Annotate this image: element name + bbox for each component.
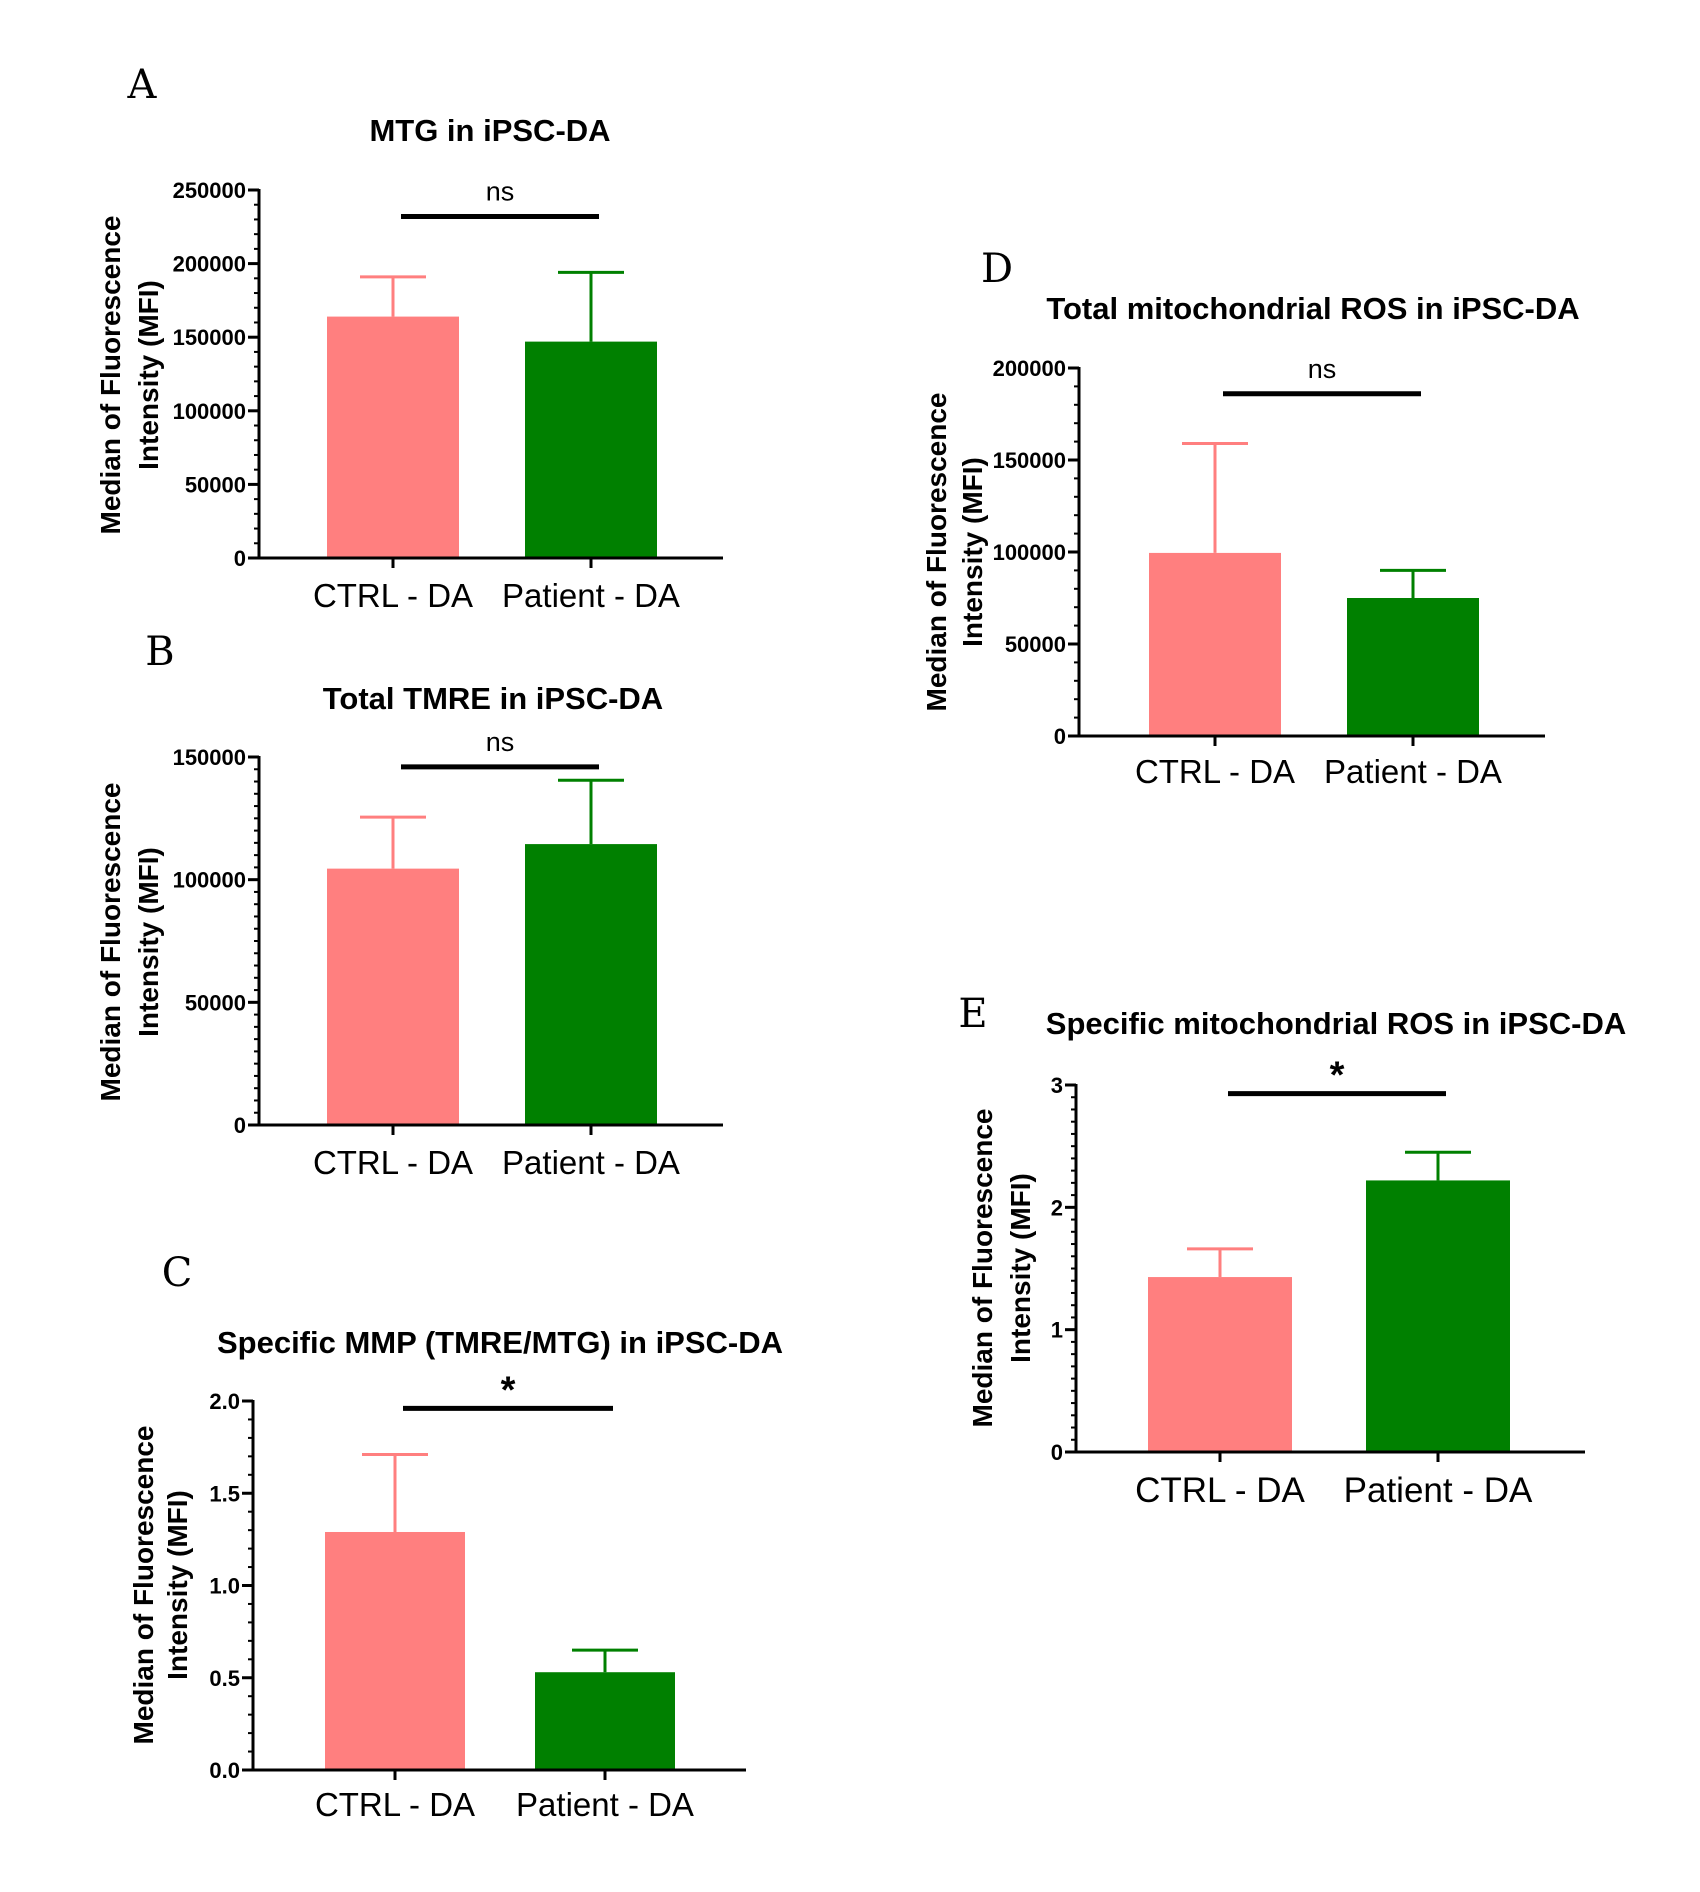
y-tick-label: 150000	[173, 745, 246, 770]
y-axis-label: Intensity (MFI)	[957, 457, 988, 647]
significance-label: ns	[486, 727, 515, 757]
significance-label: *	[1330, 1055, 1345, 1097]
y-tick-label: 150000	[993, 448, 1066, 473]
y-axis-label: Median of Fluorescence	[95, 216, 126, 535]
bar-patient	[1347, 598, 1479, 736]
x-tick-label: CTRL - DA	[1135, 753, 1295, 790]
chart-title: Specific mitochondrial ROS in iPSC-DA	[1046, 1006, 1626, 1041]
y-tick-label: 2	[1051, 1195, 1063, 1220]
chart-title: Total mitochondrial ROS in iPSC-DA	[1046, 291, 1579, 326]
x-tick-label: CTRL - DA	[315, 1786, 475, 1823]
chart-b: B Total TMRE in iPSC-DA Median of Fluoresc…	[95, 629, 723, 1181]
chart-e: E Specific mitochondrial ROS in iPSC-DA Me…	[958, 991, 1626, 1510]
panel-letter: B	[145, 629, 174, 675]
y-tick-label: 3	[1051, 1073, 1063, 1098]
bar-ctrl	[1149, 552, 1281, 736]
y-tick-label: 100000	[993, 540, 1066, 565]
y-tick-label: 50000	[185, 990, 246, 1015]
y-tick-label: 0	[1054, 724, 1066, 749]
x-tick-label: CTRL - DA	[313, 1144, 473, 1181]
x-tick-label: Patient - DA	[516, 1786, 694, 1823]
y-tick-label: 2.0	[209, 1389, 240, 1414]
significance-label: *	[501, 1369, 516, 1411]
y-axis-label: Intensity (MFI)	[162, 1490, 193, 1680]
y-axis-label: Intensity (MFI)	[133, 847, 164, 1037]
y-axis-label: Intensity (MFI)	[1005, 1173, 1036, 1363]
y-tick-label: 50000	[185, 472, 246, 497]
x-tick-label: Patient - DA	[502, 1144, 680, 1181]
significance-label: ns	[486, 176, 515, 206]
panel-letter: E	[958, 991, 987, 1037]
chart-title: Specific MMP (TMRE/MTG) in iPSC-DA	[217, 1325, 783, 1360]
y-axis-label: Median of Fluorescence	[967, 1109, 998, 1428]
y-tick-label: 1.5	[209, 1481, 240, 1506]
chart-a: A MTG in iPSC-DA Median of Fluorescence Int…	[95, 62, 723, 614]
x-tick-label: CTRL - DA	[313, 577, 473, 614]
bar-patient	[1366, 1180, 1510, 1452]
panel-letter: D	[981, 246, 1013, 292]
y-tick-label: 0	[234, 546, 246, 571]
bar-ctrl	[327, 316, 459, 558]
chart-c: C Specific MMP (TMRE/MTG) in iPSC-DA Media…	[128, 1250, 783, 1823]
panel-letter: C	[162, 1250, 193, 1296]
bar-patient	[525, 844, 657, 1125]
y-tick-label: 250000	[173, 178, 246, 203]
x-tick-label: Patient - DA	[502, 577, 680, 614]
panel-letter: A	[127, 62, 158, 108]
x-tick-label: Patient - DA	[1324, 753, 1502, 790]
y-tick-label: 1.0	[209, 1574, 240, 1599]
y-tick-label: 1	[1051, 1318, 1063, 1343]
bar-patient	[525, 341, 657, 558]
bar-ctrl	[325, 1531, 465, 1770]
y-axis-label: Median of Fluorescence	[128, 1426, 159, 1745]
y-axis-label: Median of Fluorescence	[95, 783, 126, 1102]
y-tick-label: 0.0	[209, 1758, 240, 1783]
y-axis-label: Intensity (MFI)	[133, 280, 164, 470]
bar-ctrl	[327, 868, 459, 1125]
bar-ctrl	[1148, 1277, 1292, 1452]
y-tick-label: 200000	[173, 252, 246, 277]
bar-patient	[535, 1672, 675, 1770]
chart-title: MTG in iPSC-DA	[369, 113, 610, 148]
y-tick-label: 0.5	[209, 1666, 240, 1691]
x-tick-label: Patient - DA	[1344, 1471, 1533, 1510]
chart-d: D Total mitochondrial ROS in iPSC-DA Media…	[921, 246, 1580, 790]
y-tick-label: 150000	[173, 325, 246, 350]
chart-title: Total TMRE in iPSC-DA	[323, 681, 663, 716]
y-tick-label: 0	[1051, 1440, 1063, 1465]
y-tick-label: 0	[234, 1113, 246, 1138]
y-tick-label: 100000	[173, 868, 246, 893]
significance-label: ns	[1308, 354, 1337, 384]
y-tick-label: 100000	[173, 399, 246, 424]
y-tick-label: 50000	[1005, 632, 1066, 657]
y-tick-label: 200000	[993, 356, 1066, 381]
x-tick-label: CTRL - DA	[1135, 1471, 1305, 1510]
y-axis-label: Median of Fluorescence	[921, 393, 952, 712]
